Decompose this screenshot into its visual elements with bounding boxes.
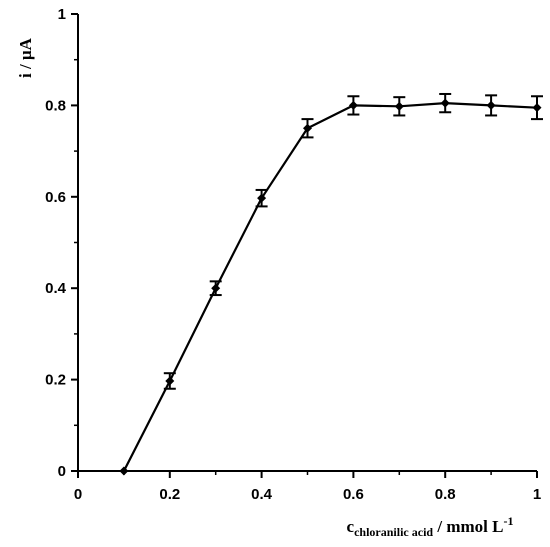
y-tick-label: 0.2: [45, 372, 66, 389]
x-tick-label: 0.2: [159, 486, 180, 503]
y-tick-label: 0.4: [45, 280, 67, 297]
x-tick-label: 0.8: [435, 486, 456, 503]
data-point: [394, 101, 404, 111]
data-point: [440, 98, 450, 108]
y-tick-label: 0.6: [45, 189, 66, 206]
data-point: [165, 376, 175, 386]
series-line: [122, 102, 538, 472]
data-point: [303, 123, 312, 133]
x-tick-label: 0: [74, 486, 82, 503]
y-tick-label: 0: [58, 463, 66, 480]
x-tick-label: 1: [533, 486, 541, 503]
data-point: [257, 193, 267, 203]
x-axis-label: cchloranilic acid / mmol L-1: [347, 514, 514, 539]
x-tick-label: 0.6: [343, 486, 364, 503]
axes: [77, 14, 537, 472]
data-point: [211, 283, 221, 293]
data-point: [348, 100, 358, 110]
data-point: [486, 100, 496, 110]
x-tick-label: 0.4: [251, 486, 273, 503]
x-ticks: 0 0.2 0.4 0.6 0.8 1: [74, 471, 541, 503]
y-ticks: 0 0.2 0.4 0.6 0.8 1: [45, 6, 78, 480]
data-series: [119, 92, 543, 476]
y-axis-label: i / μA: [16, 37, 35, 78]
data-point: [532, 103, 542, 113]
data-point: [119, 466, 129, 476]
y-tick-label: 1: [58, 6, 66, 23]
y-tick-label: 0.8: [45, 97, 66, 114]
